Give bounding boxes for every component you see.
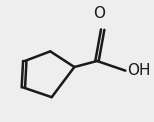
Text: OH: OH — [128, 63, 151, 78]
Text: O: O — [93, 6, 105, 21]
